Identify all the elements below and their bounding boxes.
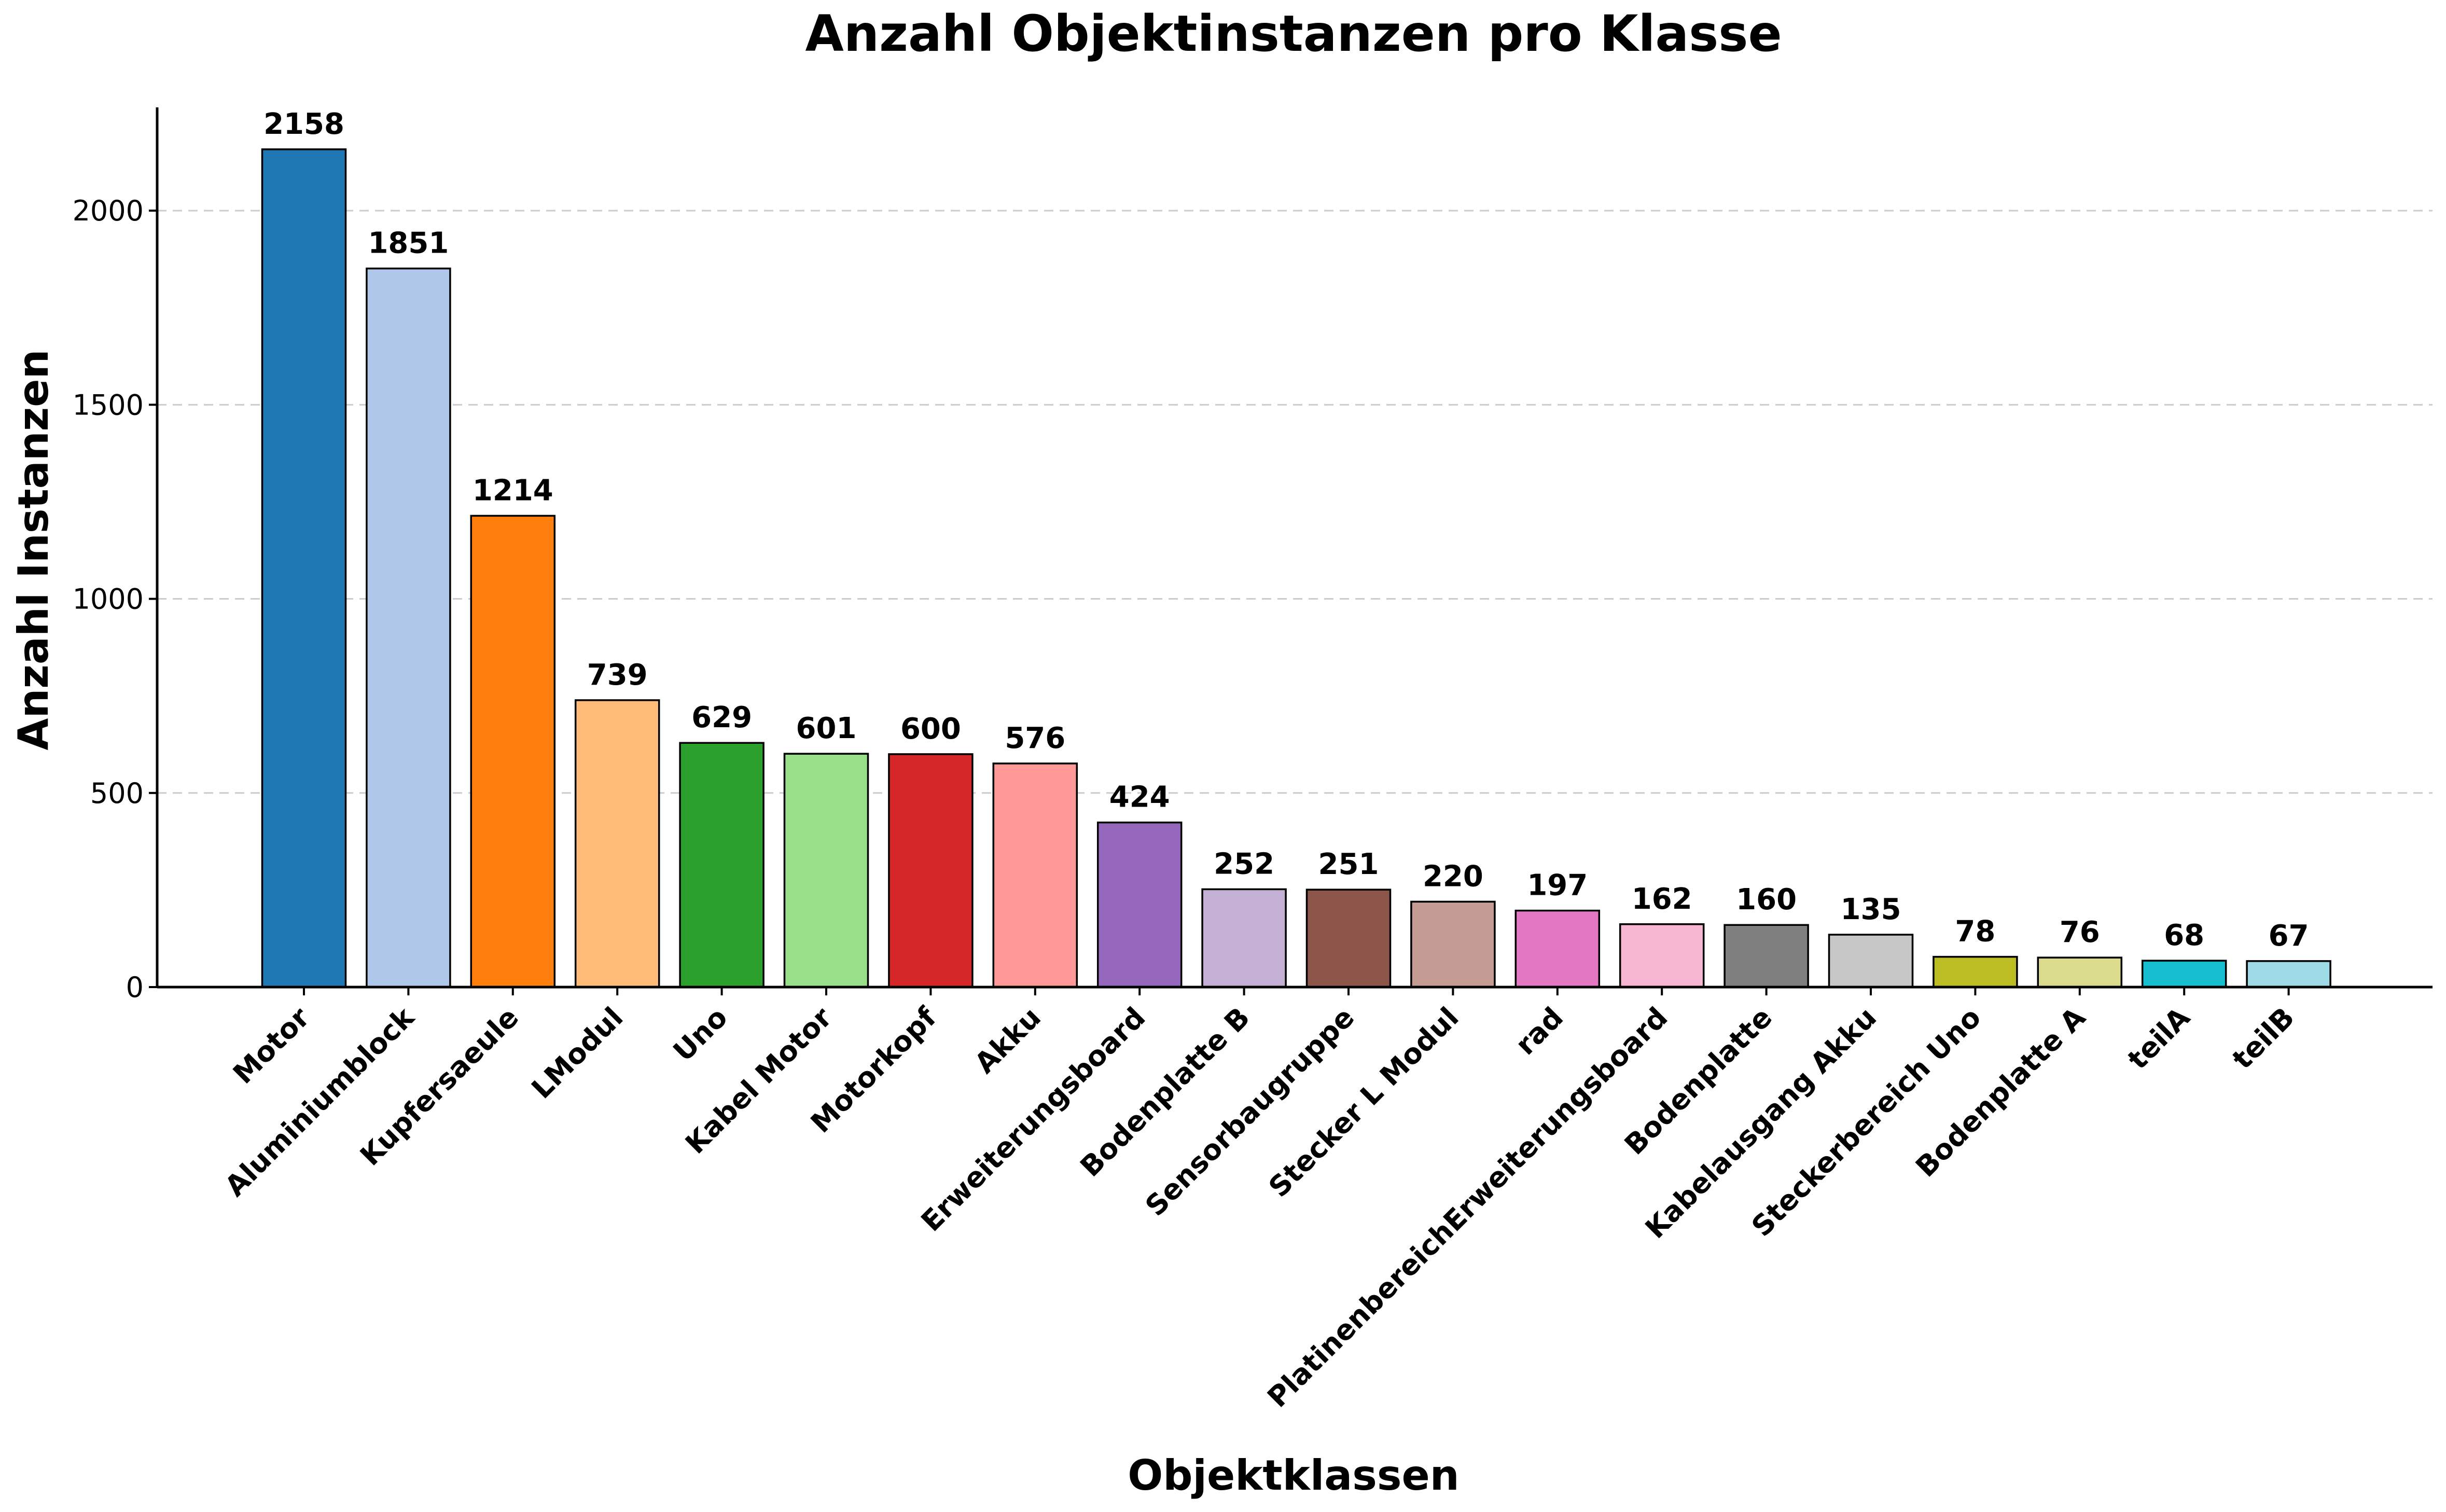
bar [783, 753, 869, 988]
value-label: 424 [1109, 781, 1170, 814]
bar [1305, 889, 1392, 988]
value-label: 135 [1841, 893, 1901, 926]
value-label: 197 [1527, 869, 1588, 903]
value-label: 78 [1955, 915, 1995, 949]
bar [1514, 909, 1601, 988]
y-tick-label: 2000 [73, 195, 144, 227]
x-tick-label: LModul [525, 1001, 630, 1105]
value-label: 252 [1214, 847, 1274, 881]
bar [574, 699, 660, 988]
x-axis-title: Objektklassen [1128, 1451, 1459, 1500]
bar [2246, 960, 2331, 988]
bar [261, 148, 347, 988]
y-tick-label: 1500 [73, 389, 144, 421]
x-tick-label: rad [1509, 1001, 1569, 1061]
bar [679, 742, 765, 988]
bars [261, 148, 2331, 988]
bar [1096, 821, 1183, 988]
value-label: 629 [691, 701, 752, 734]
value-labels: 2158 1851 1214 739 629 601 600 576 424 252 251 220 1… [263, 107, 2309, 953]
x-tick-label: teilB [2226, 1001, 2301, 1076]
x-tick-label: Motor [227, 1001, 316, 1090]
bar [992, 762, 1078, 988]
x-tick-label: Uno [667, 1001, 734, 1068]
bar [2141, 960, 2227, 988]
value-label: 739 [587, 658, 648, 692]
bar [470, 515, 556, 988]
value-label: 1851 [368, 227, 449, 260]
value-label: 601 [796, 712, 857, 745]
value-label: 76 [2060, 915, 2100, 949]
bar [2037, 956, 2123, 988]
value-label: 162 [1632, 882, 1692, 916]
bar [1933, 955, 2018, 988]
bar [1201, 888, 1287, 988]
chart-title: Anzahl Objektinstanzen pro Klasse [805, 5, 1782, 63]
value-label: 67 [2269, 919, 2309, 953]
y-tick-label: 0 [126, 971, 144, 1004]
value-label: 68 [2164, 919, 2204, 952]
value-label: 160 [1736, 883, 1797, 917]
value-label: 251 [1318, 848, 1379, 881]
x-tick-label: Sensorbaugruppe [1139, 1001, 1360, 1223]
value-label: 1214 [472, 474, 553, 507]
x-tick-label: Aluminiumblock [218, 1001, 421, 1203]
value-label: 220 [1423, 859, 1483, 893]
x-tick-label: Akku [968, 1001, 1047, 1080]
bar [1724, 924, 1809, 988]
bar [1410, 900, 1496, 988]
y-tick-label: 1000 [73, 583, 144, 616]
y-axis-ticks: 0 500 1000 1500 2000 [73, 195, 157, 1004]
x-tick-label: teilA [2121, 1001, 2197, 1076]
x-tick-label: Stecker L Modul [1262, 1001, 1465, 1204]
x-tick-label: PlatinenbereichErweiterungsboard [1261, 1001, 1674, 1414]
value-label: 576 [1005, 722, 1065, 755]
bar [366, 267, 451, 988]
bar [888, 753, 974, 988]
y-tick-label: 500 [90, 777, 144, 810]
value-label: 2158 [263, 107, 344, 141]
y-axis-title: Anzahl Instanzen [9, 350, 58, 751]
value-label: 600 [900, 712, 961, 746]
bar [1828, 934, 1914, 988]
bar [1619, 923, 1705, 988]
